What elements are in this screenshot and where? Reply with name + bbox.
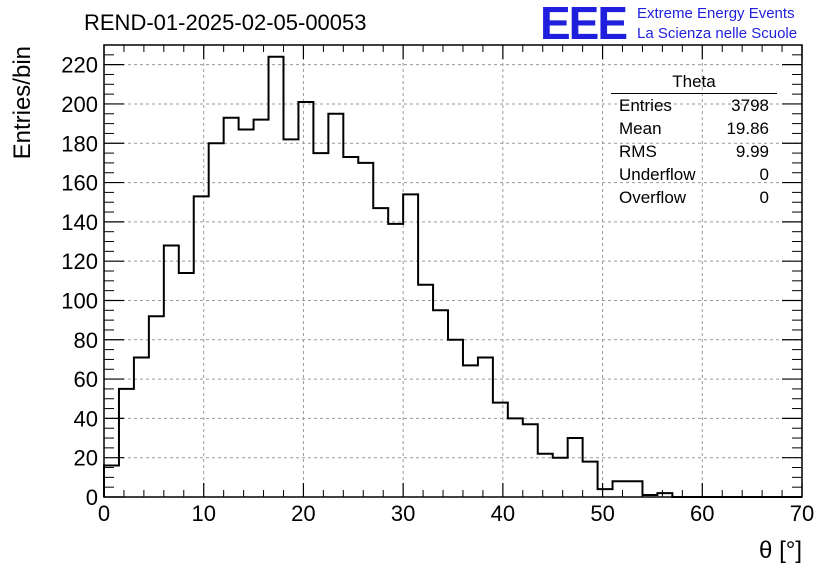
stats-label: Mean [619,119,662,138]
stats-label: RMS [619,142,657,161]
stats-row-underflow: Underflow 0 [611,163,777,186]
x-tick-label: 60 [690,501,714,526]
y-axis-label: Entries/bin [9,46,36,159]
y-tick-label: 60 [74,367,98,392]
stats-value: 19.86 [726,119,769,138]
y-tick-label: 100 [61,288,98,313]
x-tick-label: 50 [590,501,614,526]
y-tick-label: 40 [74,406,98,431]
logo-line-2: La Scienza nelle Scuole [637,25,798,42]
x-tick-label: 30 [391,501,415,526]
y-tick-label: 20 [74,446,98,471]
y-tick-label: 80 [74,328,98,353]
x-tick-labels: 0 10 20 30 40 50 60 70 [98,501,814,526]
y-tick-label: 120 [61,249,98,274]
stats-box: Theta Entries 3798 Mean 19.86 RMS 9.99 U… [611,73,777,209]
stats-label: Overflow [619,188,687,207]
chart-title: REND-01-2025-02-05-00053 [84,10,367,35]
x-axis-label: θ [°] [759,537,802,564]
stats-title: Theta [611,73,777,94]
stats-row-mean: Mean 19.86 [611,117,777,140]
stats-row-overflow: Overflow 0 [611,186,777,209]
y-tick-label: 200 [61,92,98,117]
stats-value: 0 [759,165,769,184]
axis-ticks [103,44,803,498]
stats-value: 9.99 [735,142,769,161]
eee-logo: EEE [540,0,628,49]
x-tick-label: 70 [790,501,814,526]
x-tick-label: 20 [291,501,315,526]
y-tick-label: 160 [61,171,98,196]
y-tick-label: 140 [61,210,98,235]
y-tick-labels: 0 20 40 60 80 100 120 140 160 180 200 220 [61,53,98,510]
stats-row-rms: RMS 9.99 [611,140,777,163]
y-tick-label: 0 [86,485,98,510]
x-tick-label: 10 [191,501,215,526]
stats-label: Entries [619,96,672,115]
stats-value: 0 [759,188,769,207]
y-tick-label: 180 [61,131,98,156]
stats-value: 3798 [731,96,769,115]
stats-row-entries: Entries 3798 [611,94,777,117]
x-tick-label: 40 [491,501,515,526]
y-tick-label: 220 [61,53,98,78]
x-tick-label: 0 [98,501,110,526]
stats-label: Underflow [619,165,696,184]
histogram-line [103,55,802,498]
logo-line-1: Extreme Energy Events [637,5,795,22]
